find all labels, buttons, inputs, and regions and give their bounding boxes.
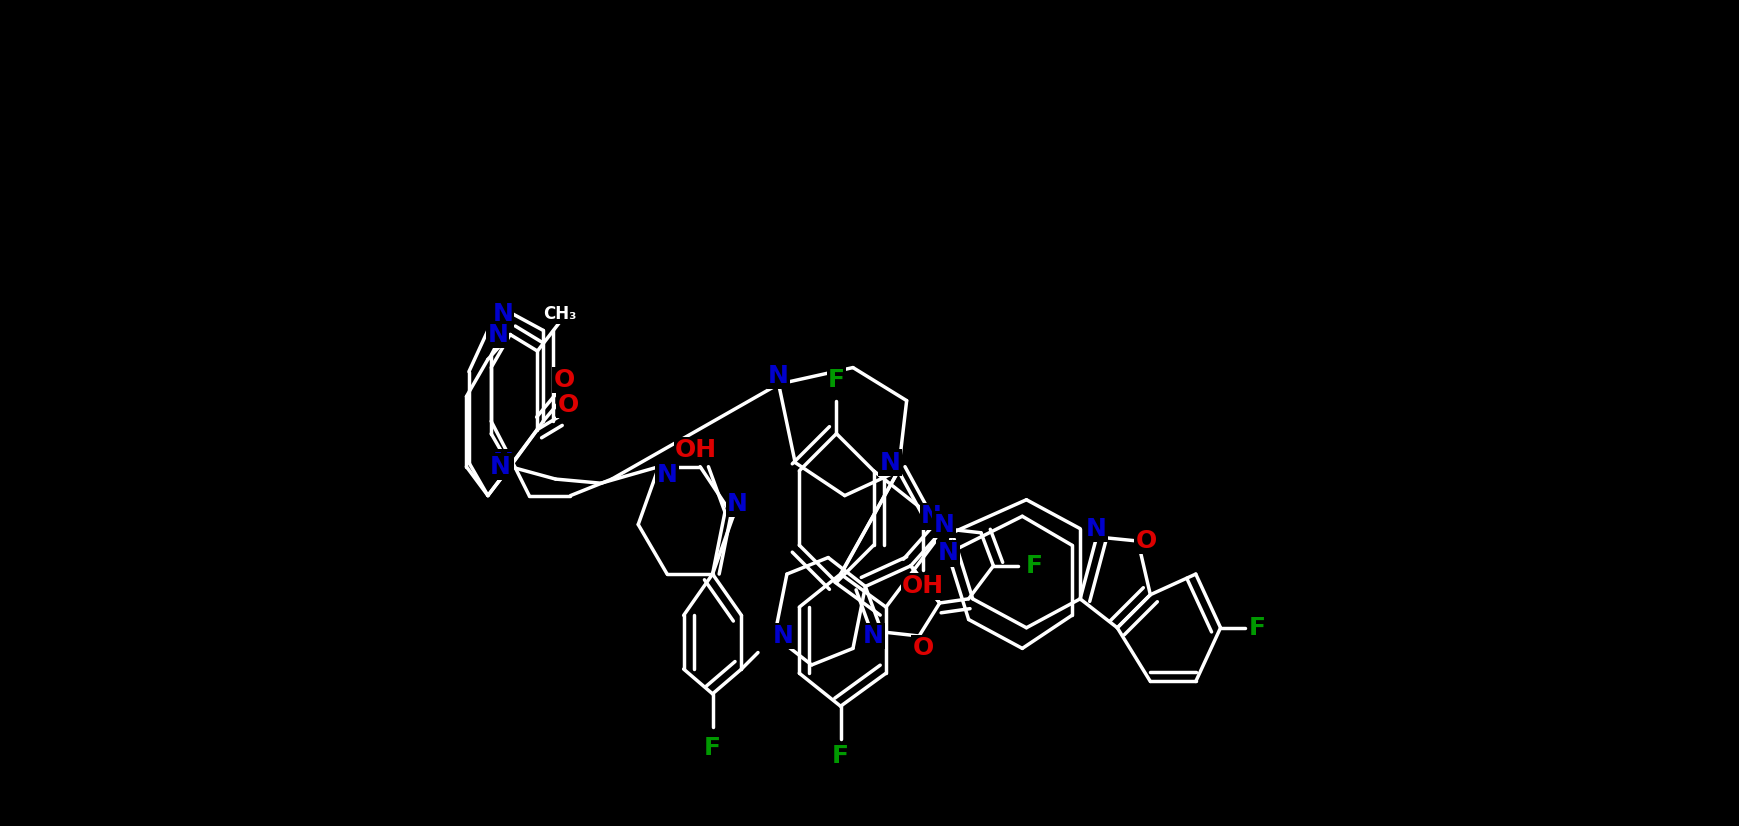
Text: N: N: [922, 504, 943, 529]
Text: F: F: [828, 368, 845, 392]
Text: N: N: [1087, 516, 1108, 541]
Text: N: N: [657, 463, 678, 487]
Text: O: O: [1136, 529, 1156, 553]
Text: N: N: [490, 454, 511, 479]
Text: O: O: [553, 368, 574, 392]
Text: F: F: [1026, 553, 1043, 578]
Text: N: N: [492, 301, 513, 326]
Text: N: N: [492, 450, 513, 475]
Text: N: N: [772, 624, 793, 648]
Text: N: N: [487, 322, 508, 347]
Text: F: F: [831, 743, 849, 768]
Text: N: N: [769, 363, 790, 388]
Text: N: N: [880, 450, 901, 475]
Text: O: O: [913, 636, 934, 661]
Text: N: N: [863, 624, 883, 648]
Text: N: N: [934, 512, 955, 537]
Text: O: O: [558, 392, 579, 417]
Text: F: F: [1249, 615, 1266, 640]
Text: F: F: [704, 735, 722, 760]
Text: OH: OH: [675, 438, 716, 463]
Text: CH₃: CH₃: [543, 305, 576, 323]
Text: OH: OH: [903, 574, 944, 599]
Text: N: N: [937, 541, 958, 566]
Text: N: N: [727, 491, 748, 516]
